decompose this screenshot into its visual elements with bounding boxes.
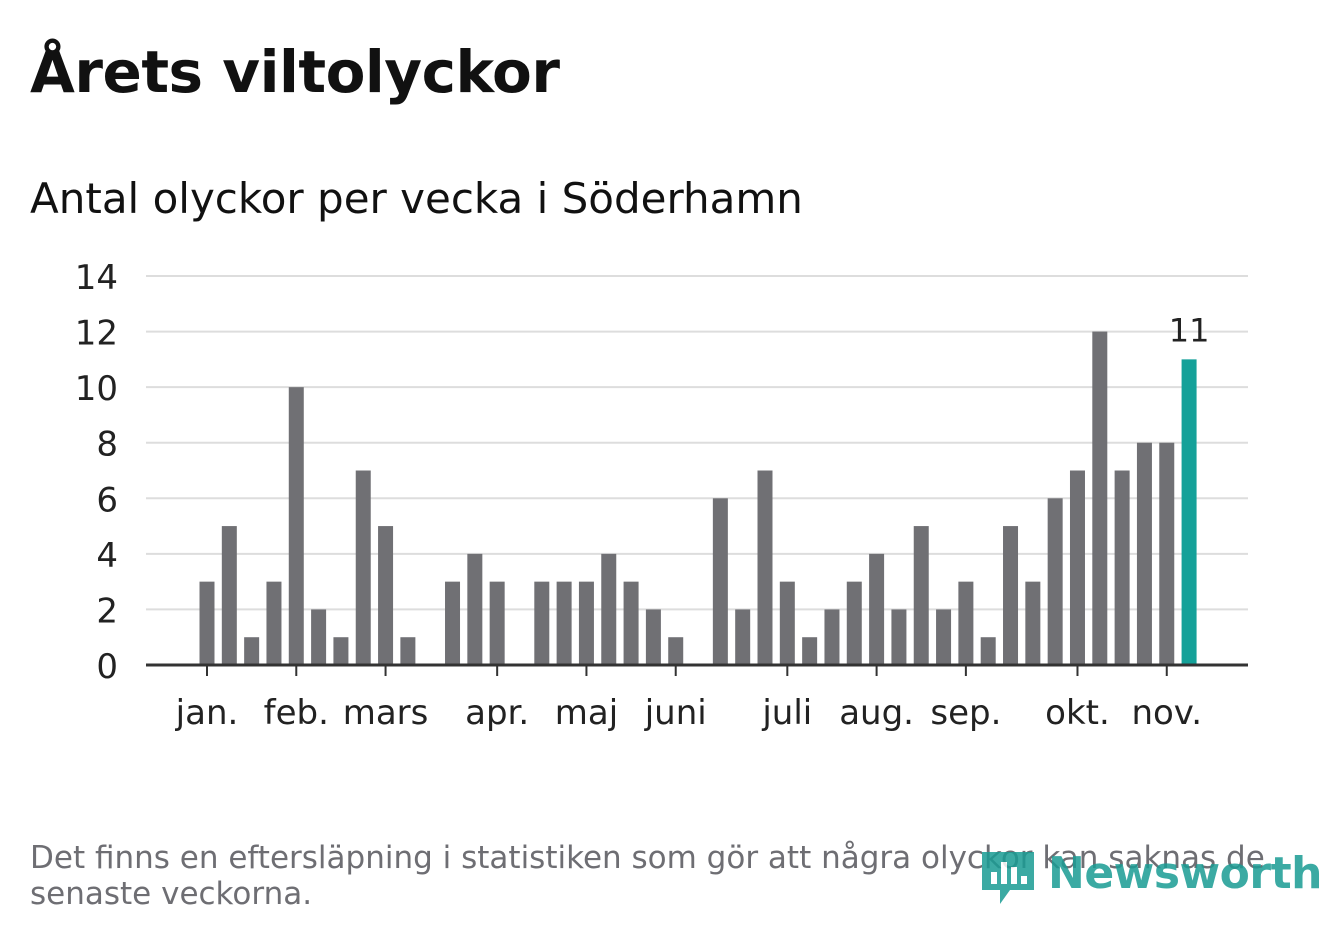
footnote: Det finns en eftersläpning i statistiken… [30,840,1265,912]
bars [199,331,1197,665]
bar [244,637,260,665]
bar [578,581,594,665]
bar [802,637,818,665]
bar [467,553,483,665]
x-tick-label: juli [761,693,812,733]
annotations: 11 [1169,311,1210,349]
bar [378,526,394,665]
bar [668,637,684,665]
highlight-value-label: 11 [1169,311,1210,349]
brand-logo: Newsworthy [978,846,1322,910]
bar [757,470,773,665]
bar [645,609,661,665]
bar [1159,442,1175,665]
bar [779,581,795,665]
x-tick-label: jan. [175,693,239,733]
bar [445,581,461,665]
bar [869,553,885,665]
bar [1092,331,1108,665]
y-tick-label: 4 [96,536,118,576]
x-tick-label: juni [644,693,707,733]
y-tick-label: 2 [96,591,118,631]
bar [958,581,974,665]
bar [333,637,349,665]
bar [1025,581,1041,665]
bar [1136,442,1152,665]
bar [913,526,929,665]
brand-name: Newsworthy [1048,848,1322,899]
bar [288,387,304,665]
bar [1181,359,1197,665]
y-tick-label: 8 [96,425,118,465]
bar [846,581,862,665]
x-tick-label: aug. [839,693,914,733]
gridlines [146,275,1248,611]
y-tick-label: 14 [75,258,118,298]
bar [400,637,416,665]
bar [623,581,639,665]
bar [891,609,907,665]
bar [199,581,215,665]
bar [824,609,840,665]
newsworthy-logo-icon [982,852,1034,904]
bar [355,470,371,665]
bar [556,581,572,665]
bar [1003,526,1019,665]
bar [266,581,282,665]
y-axis-labels: 0 2 4 6 8 10 12 14 [75,258,118,687]
bar [534,581,550,665]
y-tick-label: 6 [96,480,118,520]
bar [601,553,617,665]
x-tick-label: mars [343,693,429,733]
chart-title: Årets viltolyckor [30,38,560,106]
bar [489,581,505,665]
bar [980,637,996,665]
bar [735,609,751,665]
x-tick-label: apr. [465,693,529,733]
bar [936,609,952,665]
x-tick-label: feb. [264,693,329,733]
bar [1047,498,1063,665]
x-axis: jan. feb. mars apr. maj juni juli aug. sep. okt. n… [146,663,1248,733]
x-tick-label: sep. [930,693,1001,733]
bar-chart: 0 2 4 6 8 10 12 14 jan. feb. mars apr. maj juni juli a… [75,258,1248,733]
bar [1114,470,1130,665]
bar [221,526,237,665]
x-tick-label: nov. [1131,693,1202,733]
bar [1069,470,1085,665]
y-tick-label: 12 [75,314,118,354]
y-tick-label: 10 [75,369,118,409]
chart-subtitle: Antal olyckor per vecka i Söderhamn [30,174,803,223]
x-tick-label: maj [555,693,618,733]
y-tick-label: 0 [96,647,118,687]
x-tick-label: okt. [1045,693,1110,733]
bar [712,498,728,665]
bar [311,609,327,665]
